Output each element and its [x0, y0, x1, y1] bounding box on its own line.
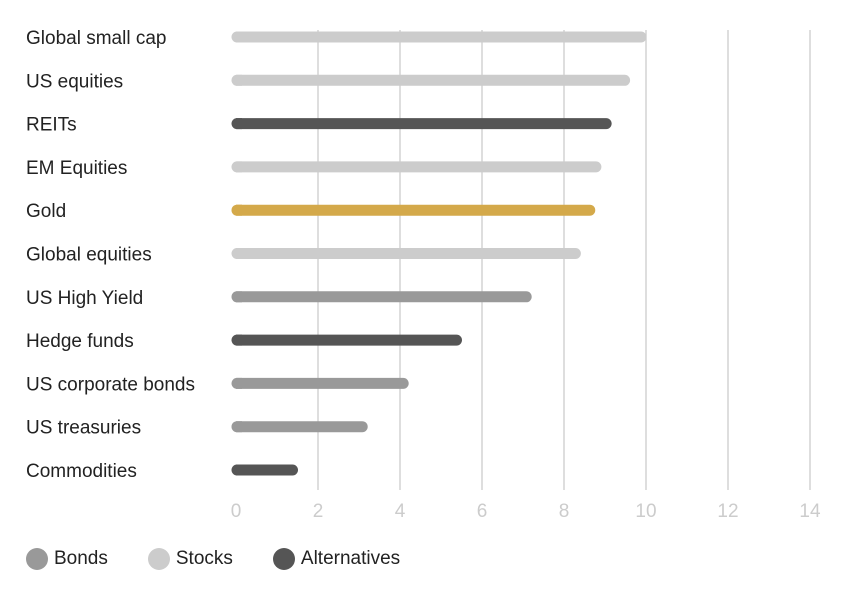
category-label-us-high-yield: US High Yield — [26, 288, 143, 309]
bar-start-commodities — [236, 464, 242, 476]
x-tick-label-8: 8 — [559, 501, 570, 522]
x-tick-label-10: 10 — [635, 501, 656, 522]
bar-start-em-equities — [236, 161, 242, 173]
legend-label-stocks: Stocks — [175, 548, 233, 569]
bar-start-global-small-cap — [236, 31, 242, 43]
bar-start-us-corporate-bonds — [236, 377, 242, 389]
category-label-us-treasuries: US treasuries — [26, 418, 141, 439]
x-tick-label-4: 4 — [395, 501, 406, 522]
bar-start-gold — [236, 204, 242, 216]
bar-start-us-high-yield — [236, 291, 242, 303]
bar-start-reits — [236, 118, 242, 130]
category-label-global-equities: Global equities — [26, 245, 152, 266]
bar-start-hedge-funds — [236, 334, 242, 346]
category-label-reits: REITs — [26, 115, 77, 136]
category-label-em-equities: EM Equities — [26, 158, 127, 179]
category-label-hedge-funds: Hedge funds — [26, 331, 134, 352]
category-label-gold: Gold — [26, 201, 66, 222]
category-label-us-equities: US equities — [26, 71, 123, 92]
x-tick-label-12: 12 — [717, 501, 738, 522]
category-label-us-corporate-bonds: US corporate bonds — [26, 374, 195, 395]
legend-label-alternatives: Alternatives — [300, 548, 401, 569]
x-tick-label-6: 6 — [477, 501, 488, 522]
x-tick-label-0: 0 — [231, 501, 242, 522]
legend-item-bonds: Bonds — [26, 548, 108, 570]
bar-start-us-treasuries — [236, 421, 242, 433]
category-label-commodities: Commodities — [26, 461, 137, 482]
x-tick-label-14: 14 — [799, 501, 821, 522]
legend: Bonds Stocks Alternatives — [26, 548, 440, 570]
category-label-global-small-cap: Global small cap — [26, 28, 166, 49]
bar-start-us-equities — [236, 74, 242, 86]
legend-swatch-alternatives — [272, 548, 295, 570]
legend-swatch-bonds — [26, 548, 48, 570]
legend-item-stocks: Stocks — [147, 548, 233, 570]
legend-item-alternatives: Alternatives — [272, 548, 401, 570]
x-tick-label-2: 2 — [313, 501, 324, 522]
legend-swatch-stocks — [147, 548, 170, 570]
bar-start-global-equities — [236, 248, 242, 259]
legend-label-bonds: Bonds — [54, 548, 108, 569]
